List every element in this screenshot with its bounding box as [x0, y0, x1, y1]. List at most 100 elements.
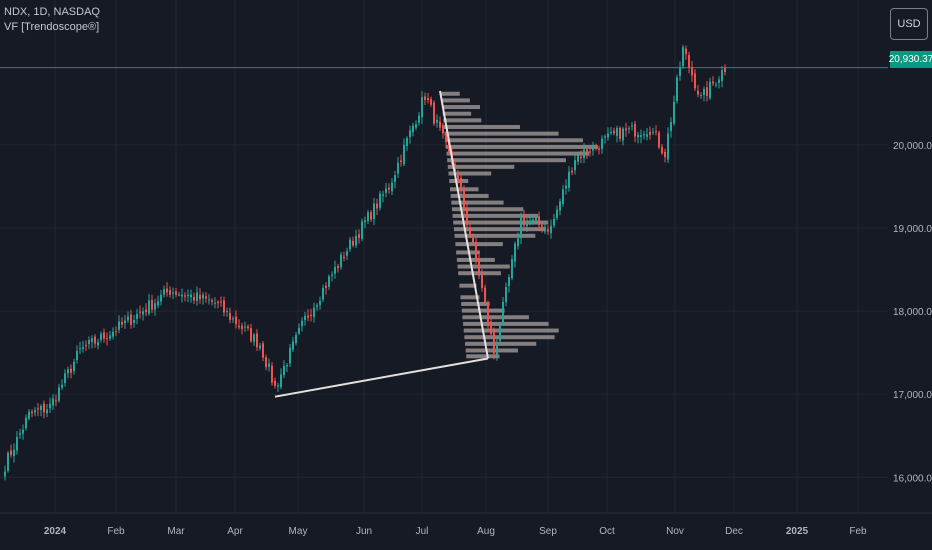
profile-bar	[453, 227, 545, 232]
candle-body	[133, 319, 135, 323]
candle-body	[55, 400, 57, 402]
symbol-legend[interactable]: NDX, 1D, NASDAQ	[4, 6, 100, 18]
profile-bar	[445, 138, 583, 143]
candle-body	[130, 314, 132, 325]
candle-body	[421, 97, 423, 118]
candle-body	[679, 67, 681, 76]
candle-body	[598, 148, 600, 150]
candle-body	[688, 55, 690, 68]
candle-body	[166, 288, 168, 293]
candle-body	[715, 84, 717, 86]
candle-body	[40, 405, 42, 410]
candle-body	[19, 433, 21, 435]
candle-body	[175, 291, 177, 295]
y-tick-label: 17,000.00	[893, 390, 932, 401]
candle-body	[250, 328, 252, 342]
candle-body	[562, 189, 564, 204]
candle-body	[607, 133, 609, 138]
candlestick-series	[4, 44, 726, 481]
candle-body	[499, 325, 501, 341]
candle-body	[394, 175, 396, 182]
candle-body	[67, 369, 69, 374]
candle-body	[490, 321, 492, 334]
candle-body	[670, 122, 672, 132]
candle-body	[226, 311, 228, 313]
x-tick-label: Jun	[356, 526, 372, 537]
candle-body	[22, 429, 24, 434]
candle-body	[232, 318, 234, 320]
candle-body	[706, 87, 708, 96]
candle-body	[298, 327, 300, 334]
profile-bar	[460, 295, 480, 300]
candle-body	[307, 315, 309, 318]
candle-body	[343, 256, 345, 259]
candle-body	[628, 128, 630, 130]
candle-body	[445, 133, 447, 142]
profile-bar	[459, 283, 477, 288]
candle-body	[442, 125, 444, 134]
candle-body	[649, 131, 651, 135]
candle-body	[631, 125, 633, 127]
candle-body	[286, 365, 288, 367]
last-price-label: 20,930.37	[889, 51, 932, 68]
pattern-line	[439, 90, 489, 359]
candle-body	[25, 417, 27, 429]
candle-body	[559, 201, 561, 211]
profile-bar	[451, 207, 524, 212]
candle-body	[157, 301, 159, 306]
candle-body	[658, 132, 660, 148]
x-tick-label: Apr	[227, 526, 243, 537]
candle-body	[178, 294, 180, 296]
candle-body	[46, 409, 48, 414]
candle-body	[640, 135, 642, 137]
x-tick-label: 2024	[44, 526, 67, 537]
profile-bar	[445, 144, 598, 149]
profile-bar	[446, 151, 590, 156]
candle-body	[358, 234, 360, 238]
candle-body	[427, 98, 429, 101]
candle-body	[430, 99, 432, 105]
indicator-legend[interactable]: VF [Trendoscope®]	[4, 21, 100, 33]
candle-body	[139, 311, 141, 313]
candle-body	[667, 133, 669, 160]
candle-body	[391, 182, 393, 192]
candle-body	[406, 138, 408, 146]
x-tick-label: May	[289, 526, 308, 537]
candle-body	[52, 398, 54, 406]
profile-bar	[454, 233, 536, 238]
candle-body	[136, 313, 138, 319]
candle-body	[352, 240, 354, 246]
x-tick-label: Mar	[167, 526, 185, 537]
candle-body	[244, 326, 246, 328]
candle-body	[76, 350, 78, 361]
candle-body	[364, 220, 366, 223]
profile-bar	[461, 301, 490, 306]
candle-body	[301, 320, 303, 327]
candle-body	[118, 321, 120, 330]
x-tick-label: Jul	[416, 526, 429, 537]
profile-bar	[449, 178, 469, 183]
candle-body	[685, 48, 687, 55]
candle-body	[724, 68, 726, 73]
time-axis[interactable]: 2024 Feb Mar Apr May Jun Jul Aug Sep Oct Nov Dec 202…	[44, 526, 867, 537]
y-tick-label: 20,000.00	[893, 141, 932, 152]
candle-body	[280, 374, 282, 388]
candle-body	[544, 227, 546, 232]
profile-bar	[450, 193, 489, 198]
candle-body	[703, 88, 705, 96]
profile-bar	[464, 335, 555, 340]
profile-bar	[463, 328, 559, 333]
currency-button[interactable]: USD	[890, 8, 928, 40]
candle-body	[61, 384, 63, 388]
price-axis[interactable]: 16,000.00 17,000.00 18,000.00 19,000.00 20,0…	[893, 141, 932, 484]
candle-body	[553, 218, 555, 226]
candle-body	[259, 345, 261, 349]
candle-body	[604, 136, 606, 138]
candle-body	[682, 47, 684, 66]
candle-body	[652, 131, 654, 133]
candle-body	[493, 331, 495, 354]
candle-body	[13, 449, 15, 457]
candle-body	[271, 365, 273, 383]
candle-body	[283, 365, 285, 376]
